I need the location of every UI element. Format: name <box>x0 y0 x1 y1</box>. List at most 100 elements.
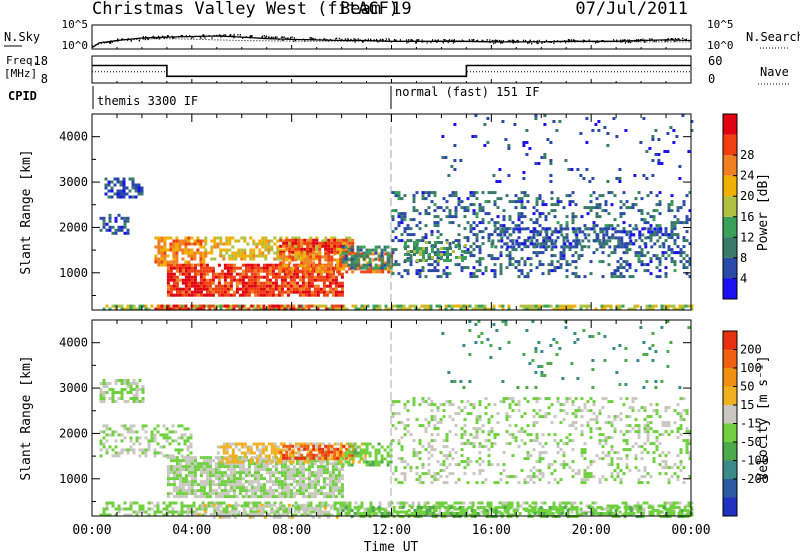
power-cell <box>682 239 686 243</box>
power-cell <box>549 159 553 162</box>
power-cell <box>276 245 280 249</box>
power-cell <box>409 263 413 267</box>
velocity-cell <box>253 456 257 460</box>
power-cell <box>282 244 286 248</box>
velocity-cell <box>337 492 341 496</box>
power-cell <box>264 242 268 246</box>
power-cell <box>348 267 352 271</box>
power-cell <box>566 245 570 249</box>
power-cell <box>610 275 614 279</box>
power-cell <box>561 307 565 311</box>
power-cell <box>633 307 637 311</box>
power-cell <box>321 255 325 259</box>
velocity-cell <box>283 477 287 481</box>
power-cell <box>256 281 260 285</box>
power-cell <box>431 256 434 259</box>
velocity-cell <box>187 486 191 490</box>
velocity-cell <box>312 510 316 514</box>
power-cell <box>309 250 313 254</box>
power-cell <box>238 287 242 291</box>
power-cell <box>104 177 108 181</box>
power-cell <box>634 224 638 228</box>
power-cell <box>495 180 499 183</box>
power-cell <box>160 263 164 267</box>
velocity-cell <box>278 515 282 519</box>
power-cell <box>300 244 304 248</box>
power-cell <box>240 251 244 255</box>
power-cell <box>244 269 248 273</box>
power-cell <box>172 242 176 246</box>
power-cell <box>313 275 317 279</box>
power-cell <box>545 227 549 231</box>
power-cell <box>469 203 473 207</box>
power-cell <box>163 236 167 240</box>
power-cell <box>256 284 260 288</box>
power-cell <box>337 293 341 297</box>
power-cell <box>439 251 443 255</box>
nsky-sample-point <box>495 39 497 42</box>
velocity-cell <box>190 456 194 460</box>
power-cell <box>138 307 142 311</box>
power-cell <box>391 239 395 243</box>
nsky-sample-point <box>221 35 223 37</box>
nsky-sample-point <box>643 40 645 42</box>
power-cell <box>662 242 666 246</box>
power-cell <box>229 263 233 267</box>
power-cell <box>345 236 349 240</box>
velocity-cell <box>114 400 118 403</box>
power-cell <box>123 231 127 235</box>
nsky-sample-point <box>117 40 119 42</box>
power-cell <box>537 162 541 165</box>
power-cell <box>318 258 322 262</box>
power-cell <box>341 260 345 264</box>
power-cell <box>455 256 458 259</box>
power-cell <box>238 278 242 282</box>
power-cell <box>437 253 440 256</box>
velocity-cell <box>120 433 124 437</box>
power-cell <box>424 233 428 237</box>
velocity-cell <box>636 507 640 511</box>
power-cell <box>192 307 196 311</box>
velocity-cell <box>111 454 115 458</box>
power-cell <box>427 212 431 216</box>
power-cell <box>660 304 664 308</box>
power-cell <box>565 236 569 240</box>
power-cell <box>214 284 218 288</box>
power-cell <box>562 251 566 255</box>
velocity-cell <box>324 501 328 505</box>
power-cell <box>220 287 224 291</box>
power-cell <box>403 215 407 219</box>
power-cell <box>559 266 563 270</box>
power-cell <box>341 257 345 261</box>
velocity-cell <box>247 468 251 472</box>
power-cell <box>566 227 570 231</box>
velocity-cell <box>363 507 367 511</box>
velocity-cell <box>135 501 139 505</box>
power-cell <box>282 239 286 243</box>
nsky-sample-point <box>121 38 123 41</box>
nsky-sample-point <box>418 39 420 41</box>
power-cell <box>187 275 191 279</box>
nsky-sample-point <box>162 36 164 38</box>
power-cell <box>532 236 536 240</box>
power-cell <box>617 239 621 243</box>
velocity-cell <box>156 501 160 505</box>
power-cell <box>433 251 437 255</box>
velocity-cell <box>292 471 296 475</box>
power-cell <box>592 251 596 255</box>
power-cell <box>508 215 512 219</box>
velocity-cell <box>184 483 188 487</box>
velocity-cell <box>253 477 257 481</box>
power-cell <box>446 250 449 253</box>
power-cell <box>386 257 390 261</box>
velocity-cell <box>132 379 136 382</box>
power-cell <box>676 218 680 222</box>
power-cell <box>687 150 691 153</box>
power-cell <box>664 230 668 234</box>
power-cell <box>474 135 478 138</box>
velocity-cell <box>209 512 213 516</box>
power-cell <box>312 264 316 268</box>
nsky-sample-point <box>560 41 562 43</box>
power-cell <box>120 225 124 229</box>
nsky-sample-point <box>422 41 424 43</box>
